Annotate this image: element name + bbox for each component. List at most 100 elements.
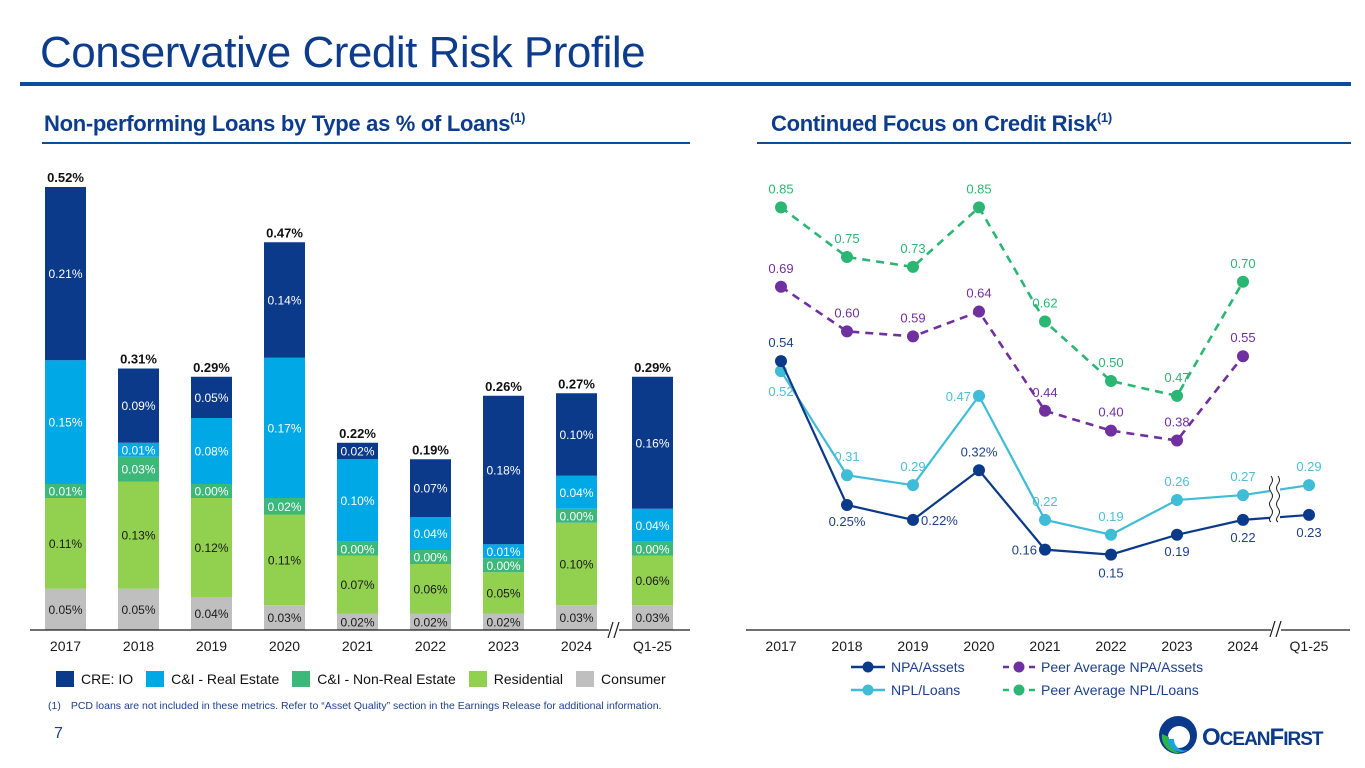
bar-segment-consumer	[264, 605, 305, 630]
bar-segment-label: 0.03%	[635, 611, 669, 625]
axis-break-marker	[607, 621, 620, 639]
legend-label: C&I - Non-Real Estate	[317, 671, 456, 687]
legend-item-peer-npl-loans: Peer Average NPL/Loans	[1003, 682, 1199, 698]
line-chart-legend: NPA/Assets Peer Average NPA/Assets NPL/L…	[851, 659, 1203, 698]
bar-segment-consumer	[45, 588, 86, 630]
data-point	[1105, 548, 1117, 561]
legend-label: NPA/Assets	[891, 659, 965, 675]
bar-segment-cre-io	[45, 187, 86, 361]
x-tick-label: 2024	[561, 638, 592, 654]
oceanfirst-logo: OCEANFIRST	[1159, 716, 1325, 754]
bar-segment-label: 0.04%	[559, 486, 593, 500]
data-point	[1039, 404, 1051, 417]
right-chart-title-note: (1)	[1096, 110, 1112, 125]
bar-segment-label: 0.03%	[267, 611, 301, 625]
bar-segment-label: 0.08%	[194, 445, 228, 459]
bar-group-2017: 0.05% 0.11% 0.01% 0.15% 0.21% 0.52%	[45, 170, 86, 630]
bar-segment-label: 0.01%	[486, 545, 520, 559]
data-point	[841, 251, 853, 263]
bar-segment-label: 0.10%	[559, 428, 593, 442]
bar-segment-label: 0.02%	[340, 445, 374, 459]
data-label: 0.29	[900, 459, 925, 474]
bar-segment-label: 0.03%	[121, 463, 155, 477]
bar-total-label: 0.19%	[412, 442, 449, 457]
bar-segment-residential	[337, 555, 378, 614]
data-point	[973, 464, 985, 477]
legend-swatch	[468, 671, 487, 687]
x-tick-label: 2019	[196, 638, 227, 654]
bar-total-label: 0.22%	[339, 426, 376, 441]
data-point	[1171, 494, 1183, 507]
legend-item-consumer: Consumer	[576, 671, 666, 687]
bar-group-2020: 0.03% 0.11% 0.02% 0.17% 0.14% 0.47%	[264, 225, 305, 630]
bar-segment-label: 0.01%	[121, 443, 155, 457]
bar-segment-label: 0.03%	[559, 611, 593, 625]
data-label: 0.23	[1296, 525, 1321, 540]
data-label: 0.16	[1012, 543, 1037, 558]
bar-segment-label: 0.05%	[486, 586, 520, 600]
bar-group-2018: 0.05% 0.13% 0.03% 0.01% 0.09% 0.31%	[118, 352, 159, 630]
bar-segment-c-i-non-real-estate	[556, 508, 597, 523]
bar-segment-label: 0.07%	[413, 482, 447, 496]
bar-segment-c-i-real-estate	[264, 357, 305, 498]
bar-segment-cre-io	[556, 393, 597, 476]
legend-item-npa-assets: NPA/Assets	[851, 659, 965, 675]
bar-segment-residential	[118, 481, 159, 589]
data-label: 0.55	[1230, 330, 1255, 345]
bar-total-label: 0.47%	[266, 225, 303, 240]
bar-group-2023: 0.02% 0.05% 0.00%0.01% 0.18% 0.26%	[483, 379, 524, 630]
bar-segment-label: 0.10%	[559, 558, 593, 572]
bar-segment-label: 0.02%	[267, 500, 301, 514]
data-point	[841, 499, 853, 511]
bar-segment-c-i-non-real-estate	[191, 484, 232, 498]
bar-total-label: 0.52%	[47, 170, 84, 185]
left-chart-divider	[42, 142, 690, 144]
x-tick-label: 2021	[342, 638, 373, 654]
bar-segment-c-i-real-estate	[45, 360, 86, 484]
data-point	[907, 513, 919, 526]
legend-label: Residential	[493, 671, 564, 687]
data-label: 0.15	[1098, 566, 1123, 581]
x-tick-label: 2017	[765, 638, 796, 654]
bar-group-2024: 0.03% 0.10% 0.00% 0.04% 0.10% 0.27%	[556, 376, 597, 630]
bar-segment-c-i-real-estate	[483, 544, 524, 559]
legend-item-npl-loans: NPL/Loans	[851, 682, 960, 698]
legend-item-ci-real-estate: C&I - Real Estate	[146, 671, 279, 687]
bar-segment-label: 0.05%	[121, 603, 155, 617]
data-point	[1237, 350, 1249, 363]
data-point	[1237, 275, 1249, 288]
data-point	[907, 479, 919, 492]
bar-total-label: 0.29%	[193, 360, 230, 375]
right-chart-title: Continued Focus on Credit Risk(1)	[771, 110, 1112, 137]
legend-item-residential: Residential	[468, 671, 564, 687]
title-divider	[20, 82, 1351, 86]
bar-segment-consumer	[337, 613, 378, 630]
data-point	[1303, 508, 1315, 521]
series-npa-assets: 0.54 0.25% 0.22% 0.32% 0.16 0.15 0.19 0.22 0.23	[768, 335, 1321, 580]
x-tick-label: 2020	[269, 638, 300, 654]
legend-swatch	[292, 671, 311, 687]
page-title: Conservative Credit Risk Profile	[40, 28, 646, 77]
bar-segment-label: 0.04%	[635, 519, 669, 533]
data-label: 0.40	[1098, 405, 1123, 420]
x-tick-label: 2017	[50, 638, 81, 654]
bar-segment-consumer	[410, 613, 451, 630]
data-label: 0.64	[966, 286, 991, 301]
data-label: 0.26	[1164, 474, 1189, 489]
data-label: 0.85	[768, 181, 793, 196]
bar-segment-label: 0.05%	[194, 391, 228, 405]
right-chart-divider	[757, 142, 1351, 144]
bar-segment-label: 0.05%	[48, 603, 82, 617]
bar-group-2022: 0.02% 0.06% 0.00% 0.04% 0.07% 0.19%	[410, 442, 451, 630]
data-label: 0.69	[768, 261, 793, 276]
data-label: 0.54	[768, 335, 793, 350]
data-label: 0.44	[1032, 385, 1057, 400]
right-chart-title-text: Continued Focus on Credit Risk	[771, 111, 1097, 136]
bar-segment-residential	[483, 572, 524, 614]
legend-label: Peer Average NPL/Loans	[1041, 682, 1199, 698]
bar-segment-label: 0.18%	[486, 464, 520, 478]
data-label: 0.59	[900, 310, 925, 325]
left-chart-title: Non-performing Loans by Type as % of Loa…	[44, 110, 525, 137]
bar-segment-label: 0.00%	[340, 542, 374, 556]
bar-total-label: 0.31%	[120, 352, 157, 367]
